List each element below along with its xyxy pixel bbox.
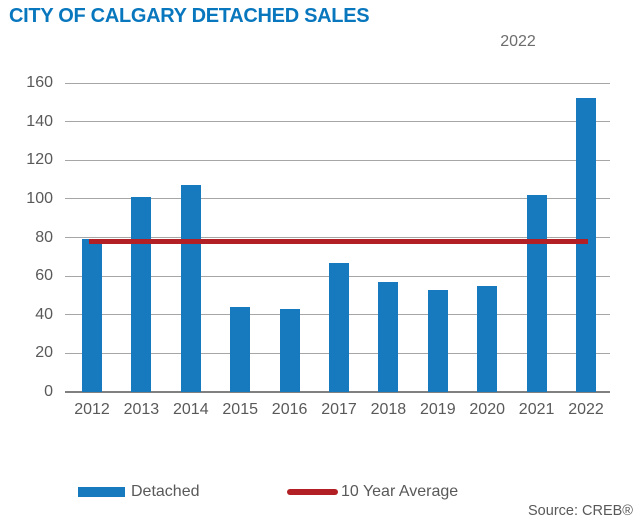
- x-tick-label-2017: 2017: [321, 401, 357, 418]
- y-tick-label-0: 0: [44, 383, 53, 400]
- bar-2019: [427, 289, 448, 392]
- y-tick-label-80: 80: [35, 228, 53, 246]
- chart-title: CITY OF CALGARY DETACHED SALES: [9, 5, 370, 27]
- x-tick-label-2020: 2020: [469, 401, 505, 418]
- y-tick-label-120: 120: [26, 151, 53, 169]
- x-tick-label-2012: 2012: [74, 401, 110, 418]
- x-tick-label-2021: 2021: [518, 401, 555, 418]
- y-tick-label-140: 140: [26, 112, 53, 130]
- x-tick-label-2014: 2014: [173, 401, 209, 418]
- x-tick-label-2016: 2016: [271, 401, 308, 418]
- y-tick-label-60: 60: [35, 267, 53, 285]
- x-tick-label-2013: 2013: [123, 401, 160, 418]
- bar-2020: [477, 285, 498, 392]
- gridline-120: [65, 159, 610, 161]
- bar-2021: [526, 195, 547, 392]
- gridline-140: [65, 121, 610, 123]
- y-tick-label-20: 20: [35, 344, 53, 362]
- average-legend-swatch: [287, 489, 338, 495]
- bar-2018: [378, 281, 399, 392]
- legend-label-detached: Detached: [131, 483, 200, 500]
- bar-2015: [230, 307, 251, 392]
- bar-2017: [329, 262, 349, 392]
- y-tick-label-100: 100: [26, 189, 53, 207]
- source-note: Source: CREB®: [528, 503, 633, 519]
- y-tick-label-160: 160: [26, 74, 53, 91]
- x-tick-label-2018: 2018: [370, 401, 407, 418]
- bar-2013: [131, 196, 152, 392]
- gridline-100: [65, 198, 610, 200]
- y-tick-label-40: 40: [35, 305, 53, 323]
- ten-year-average-line: [89, 238, 588, 244]
- gridline-160: [65, 82, 610, 84]
- bar-2022: [576, 98, 596, 392]
- chart-area: 0 20 40 60 80 100 120 140 160 2012 2013 2014 2015 20…: [26, 74, 610, 418]
- gridline-80: [65, 237, 610, 238]
- plot-area: [65, 82, 610, 393]
- x-tick-label-2015: 2015: [222, 401, 258, 418]
- x-tick-label-2019: 2019: [420, 401, 456, 418]
- bar-2014: [180, 185, 201, 392]
- chart-subtitle: 2022: [500, 33, 536, 50]
- bar-2016: [279, 308, 300, 392]
- legend-label-average: 10 Year Average: [341, 483, 459, 500]
- legend: Detached 10 Year Average: [0, 483, 641, 503]
- detached-legend-swatch: [78, 487, 125, 497]
- x-tick-label-2022: 2022: [568, 401, 604, 418]
- gridline-0: [65, 391, 610, 393]
- bar-2012: [82, 239, 102, 392]
